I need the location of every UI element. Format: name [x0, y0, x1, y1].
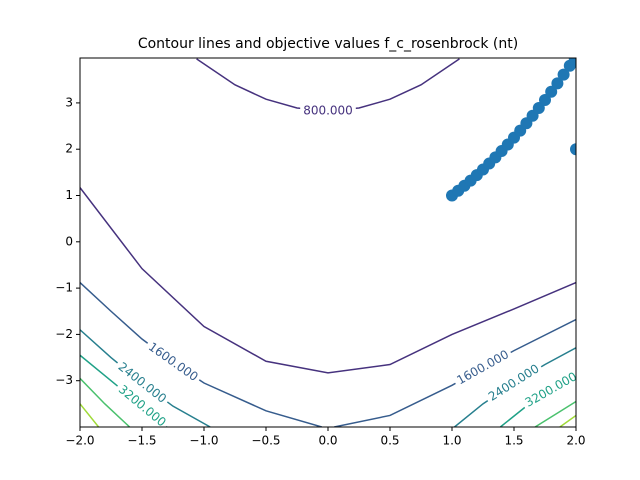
contour-line [80, 187, 576, 374]
scatter-point [570, 143, 576, 156]
contour-label-bg [451, 346, 515, 390]
y-tick-label: −2 [55, 327, 73, 341]
x-tick-label: 2.0 [566, 434, 585, 448]
contour-label-bg [143, 338, 203, 387]
y-tick-label: −1 [55, 281, 73, 295]
y-tick-label: −3 [55, 373, 73, 387]
contour-line [80, 403, 100, 427]
scatter-point [539, 94, 551, 107]
contour-label-bg [483, 360, 545, 406]
y-tick-label: 0 [65, 234, 73, 248]
x-tick-label: −1.0 [189, 434, 218, 448]
x-tick-label: 0.0 [318, 434, 337, 448]
contour-line [534, 400, 576, 427]
x-tick-label: 0.5 [380, 434, 399, 448]
contour-line [80, 377, 131, 427]
contour-label-group: 800.000 [300, 103, 356, 118]
y-tick-label: 3 [65, 95, 73, 109]
chart-title: Contour lines and objective values f_c_r… [138, 36, 518, 52]
x-tick-label: −1.5 [127, 434, 156, 448]
contour-label-bg [112, 357, 172, 409]
scatter-point [557, 68, 570, 81]
x-tick-label: −0.5 [251, 434, 280, 448]
scatter-point [551, 77, 564, 90]
contour-label: 800.000 [303, 103, 353, 117]
y-tick-label: 2 [65, 142, 73, 156]
contour-label-bg [520, 368, 576, 412]
x-tick-label: 1.5 [504, 434, 523, 448]
scatter-point [568, 58, 576, 65]
contour-label-bg [300, 103, 356, 118]
x-tick-label: −2.0 [65, 434, 94, 448]
contour-line [559, 414, 576, 427]
x-tick-label: 1.0 [442, 434, 461, 448]
y-tick-label: 1 [65, 188, 73, 202]
scatter-point [545, 85, 558, 98]
contour-label-bg [113, 380, 171, 427]
